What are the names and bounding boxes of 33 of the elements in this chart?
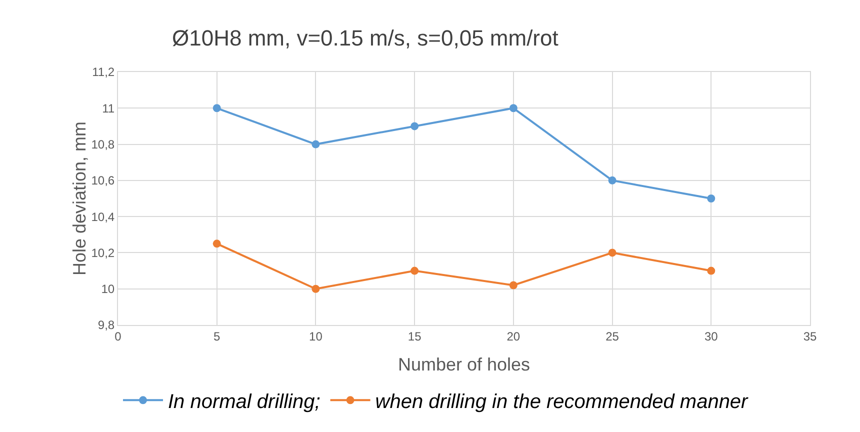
x-tick-label: 20 <box>506 329 520 344</box>
y-tick-label: 10 <box>101 282 115 296</box>
point <box>509 104 518 112</box>
point <box>608 176 616 184</box>
y-tick-label: 11,2 <box>92 65 115 80</box>
x-tick-label: 35 <box>803 329 817 344</box>
x-axis-title: Number of holes <box>398 354 530 374</box>
y-tick-label: 10,2 <box>91 246 115 260</box>
y-axis-title: Hole deviation, mm <box>69 121 90 276</box>
x-tick-label: 0 <box>114 329 122 344</box>
point <box>212 104 221 112</box>
y-tick-label: 10,8 <box>91 137 115 152</box>
x-tick-label: 15 <box>408 329 422 344</box>
x-tick-label: 5 <box>214 329 221 344</box>
point <box>410 266 419 275</box>
y-tick-label: 11 <box>102 101 115 116</box>
point <box>312 140 320 148</box>
y-tick-label: 10,6 <box>91 174 115 188</box>
point <box>410 122 419 130</box>
y-tick-label: 9,8 <box>98 318 115 332</box>
point <box>608 248 616 257</box>
point <box>707 194 716 202</box>
point <box>707 266 716 275</box>
point <box>509 281 518 290</box>
legend-label: when drilling in the recommended manner <box>375 390 750 413</box>
point <box>312 284 320 293</box>
x-tick-label: 30 <box>704 329 718 344</box>
legend-label: In normal drilling; <box>168 390 320 413</box>
y-tick-label: 10,4 <box>91 210 115 224</box>
x-tick-label: 10 <box>309 329 323 344</box>
chart-title: Ø10H8 mm, v=0.15 m/s, s=0,05 mm/rot <box>172 26 558 51</box>
point <box>212 240 221 248</box>
x-tick-label: 25 <box>606 329 620 344</box>
